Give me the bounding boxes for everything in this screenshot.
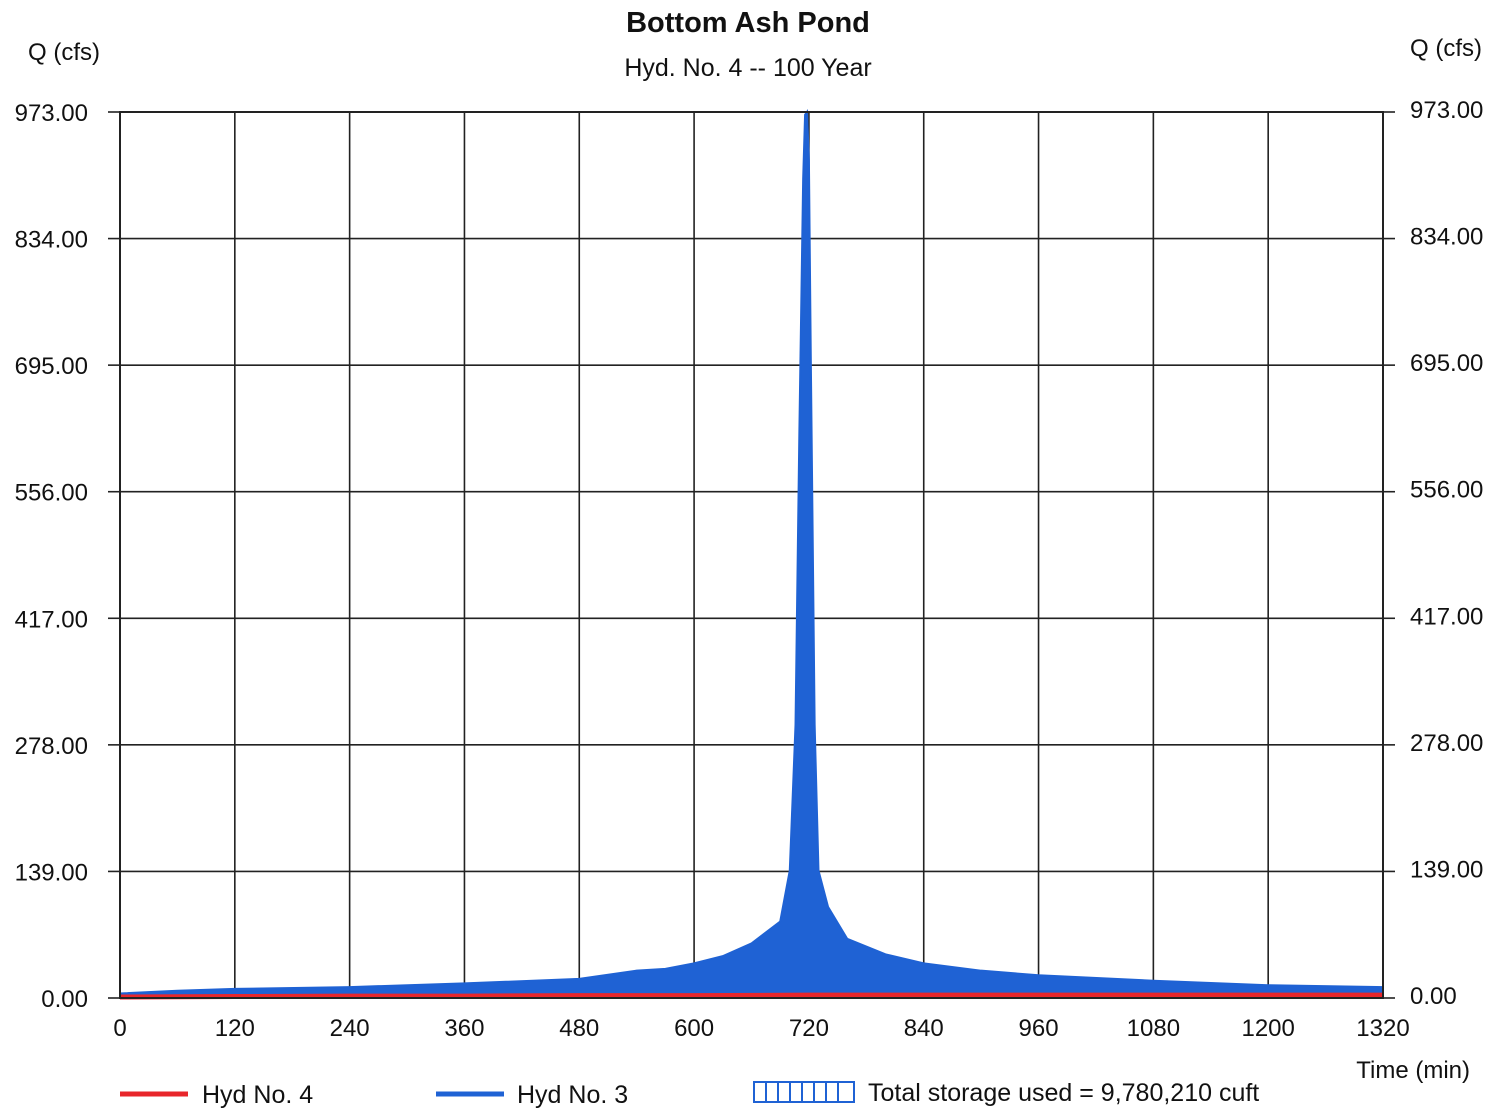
- x-tick-label: 360: [444, 1015, 484, 1042]
- y-tick-label-left: 695.00: [15, 353, 88, 380]
- y-tick-label-right: 0.00: [1410, 983, 1457, 1010]
- plot-area: [119, 108, 1384, 1000]
- y-tick-label-left: 556.00: [15, 480, 88, 507]
- legend-item-hyd-3: Hyd No. 3: [436, 1081, 628, 1109]
- x-ticks: 0 120 240 360 480 600 720 840 960 1080 1200 1320: [113, 1015, 1409, 1042]
- y-tick-label-right: 278.00: [1410, 730, 1483, 757]
- x-tick-label: 1320: [1356, 1015, 1409, 1042]
- series-hyd-3-area: [119, 108, 1384, 999]
- y-tick-label-left: 0.00: [41, 986, 88, 1013]
- y-tick-label-left: 278.00: [15, 733, 88, 760]
- legend: Hyd No. 4 Hyd No. 3 Total storage used =…: [120, 1079, 1259, 1109]
- x-tick-label: 0: [113, 1015, 126, 1042]
- y-tick-label-right: 556.00: [1410, 477, 1483, 504]
- series-hyd-4-line: [119, 992, 1383, 1000]
- y-tick-label-left: 417.00: [15, 606, 88, 633]
- x-tick-label: 840: [904, 1015, 944, 1042]
- y-tick-label-right: 973.00: [1410, 97, 1483, 124]
- plot-border: [119, 111, 1384, 999]
- grid: [119, 111, 1384, 999]
- y-tick-label-left: 834.00: [15, 227, 88, 254]
- x-tick-label: 240: [330, 1015, 370, 1042]
- legend-item-storage: Total storage used = 9,780,210 cuft: [753, 1079, 1259, 1107]
- x-tick-label: 120: [215, 1015, 255, 1042]
- y-tick-label-left: 973.00: [15, 100, 88, 127]
- legend-item-hyd-4: Hyd No. 4: [120, 1081, 313, 1109]
- y-tick-label-right: 834.00: [1410, 224, 1483, 251]
- storage-annotation: Total storage used = 9,780,210 cuft: [868, 1079, 1259, 1107]
- x-tick-label: 720: [789, 1015, 829, 1042]
- y-axis-label-right: Q (cfs): [1410, 35, 1482, 62]
- y-axis-label-left: Q (cfs): [28, 39, 100, 66]
- y-tick-label-right: 417.00: [1410, 603, 1483, 630]
- chart-subtitle: Hyd. No. 4 -- 100 Year: [624, 54, 871, 82]
- legend-swatch-storage: [753, 1081, 855, 1103]
- legend-label-hyd-3: Hyd No. 3: [517, 1081, 628, 1109]
- y-ticks-left: 0.00 139.00 278.00 417.00 556.00 695.00 834.00…: [15, 100, 120, 1013]
- x-tick-label: 1200: [1241, 1015, 1294, 1042]
- x-tick-label: 480: [559, 1015, 599, 1042]
- x-tick-label: 600: [674, 1015, 714, 1042]
- legend-label-hyd-4: Hyd No. 4: [202, 1081, 313, 1109]
- x-tick-label: 960: [1019, 1015, 1059, 1042]
- chart-title: Bottom Ash Pond: [626, 7, 870, 39]
- y-tick-label-left: 139.00: [15, 859, 88, 886]
- y-ticks-right: 0.00 139.00 278.00 417.00 556.00 695.00 834.00…: [1383, 97, 1483, 1010]
- x-axis-label: Time (min): [1356, 1057, 1470, 1084]
- y-tick-label-right: 139.00: [1410, 856, 1483, 883]
- y-tick-label-right: 695.00: [1410, 350, 1483, 377]
- x-tick-label: 1080: [1127, 1015, 1180, 1042]
- plot-frame: [119, 111, 1384, 999]
